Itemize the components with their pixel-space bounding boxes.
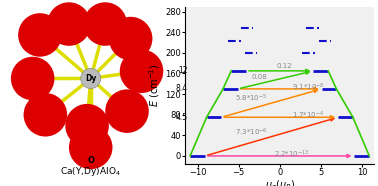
Circle shape bbox=[23, 93, 67, 137]
Text: 1.7*10$^{-4}$: 1.7*10$^{-4}$ bbox=[293, 110, 324, 121]
Text: 9.1*10$^{-8}$: 9.1*10$^{-8}$ bbox=[292, 82, 325, 93]
Circle shape bbox=[69, 126, 113, 169]
Text: 7.3*10$^{-6}$: 7.3*10$^{-6}$ bbox=[235, 127, 267, 138]
Circle shape bbox=[65, 104, 109, 147]
Text: 2.2*10$^{-13}$: 2.2*10$^{-13}$ bbox=[274, 149, 310, 160]
Circle shape bbox=[11, 57, 54, 100]
Circle shape bbox=[105, 89, 149, 133]
Text: 4.5: 4.5 bbox=[175, 113, 188, 122]
Text: Dy: Dy bbox=[85, 74, 96, 83]
Circle shape bbox=[18, 13, 62, 57]
Text: Ca(Y,Dy)AlO$_4$: Ca(Y,Dy)AlO$_4$ bbox=[60, 165, 121, 178]
Circle shape bbox=[81, 68, 101, 89]
Text: 0.08: 0.08 bbox=[251, 74, 267, 80]
Y-axis label: $E$ (cm$^{-1}$): $E$ (cm$^{-1}$) bbox=[147, 64, 163, 107]
Text: O: O bbox=[87, 156, 94, 165]
X-axis label: $\mu_z(\mu_B)$: $\mu_z(\mu_B)$ bbox=[265, 178, 295, 186]
Text: 8.4: 8.4 bbox=[176, 84, 188, 93]
Text: 12: 12 bbox=[178, 66, 188, 75]
Text: 5.8*10$^{-5}$: 5.8*10$^{-5}$ bbox=[235, 93, 267, 104]
Text: 0.12: 0.12 bbox=[276, 63, 292, 69]
Circle shape bbox=[120, 49, 163, 93]
Circle shape bbox=[47, 2, 91, 46]
Circle shape bbox=[109, 17, 152, 60]
Circle shape bbox=[84, 2, 127, 46]
